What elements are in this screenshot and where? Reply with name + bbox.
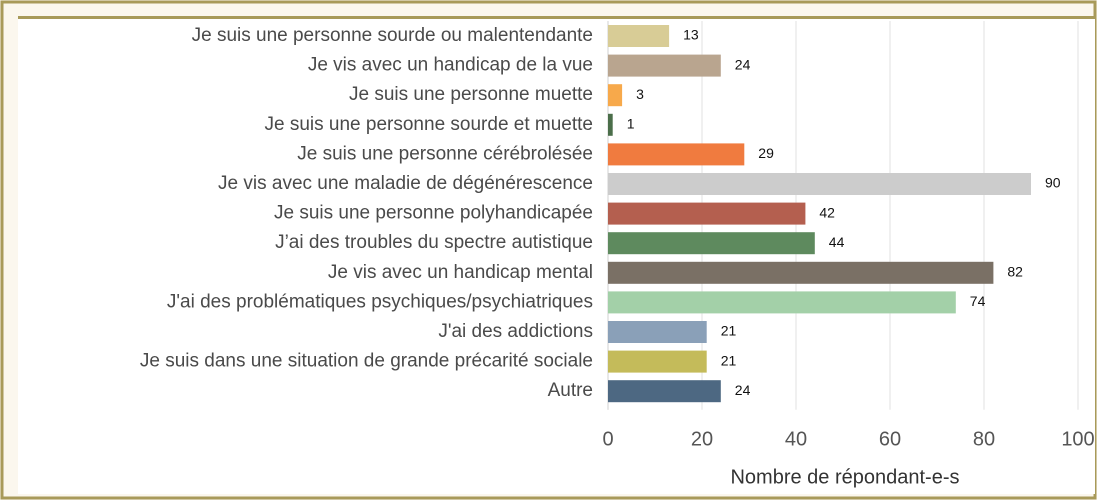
x-tick-label: 80	[973, 428, 995, 450]
bar	[608, 232, 815, 255]
x-axis-title: Nombre de répondant-e-s	[730, 466, 959, 488]
bar	[608, 84, 623, 107]
bar	[608, 380, 721, 403]
y-tick-label: Je vis avec une maladie de dégénérescenc…	[218, 173, 593, 194]
y-tick-label: Je vis avec un handicap mental	[328, 262, 593, 283]
y-tick-label: J'ai des problématiques psychiques/psych…	[167, 291, 593, 312]
frame-top	[18, 16, 1095, 19]
data-label: 42	[819, 204, 835, 220]
y-tick-label: Autre	[548, 380, 593, 401]
bar	[608, 173, 1031, 195]
data-label: 1	[627, 116, 635, 132]
x-tick-label: 20	[691, 428, 713, 450]
y-tick-label: Je suis une personne sourde ou malentend…	[192, 25, 593, 46]
bar	[608, 113, 613, 136]
bar	[608, 54, 721, 77]
data-label: 24	[735, 56, 751, 72]
data-label: 90	[1045, 175, 1061, 191]
bar	[608, 202, 806, 225]
x-tick-label: 0	[602, 428, 613, 450]
y-tick-label: Je suis dans une situation de grande pré…	[140, 351, 593, 372]
y-tick-label: J’ai des troubles du spectre autistique	[275, 232, 593, 253]
data-label: 21	[721, 352, 737, 368]
y-tick-label: Je suis une personne cérébrolésée	[297, 143, 593, 164]
data-label: 74	[970, 293, 986, 309]
y-tick-label: Je suis une personne muette	[349, 84, 593, 105]
y-tick-label: Je vis avec un handicap de la vue	[308, 55, 593, 76]
plot-background	[18, 16, 1095, 494]
y-tick-label: J'ai des addictions	[438, 321, 593, 342]
data-label: 3	[636, 86, 644, 102]
bar	[608, 291, 956, 314]
bar	[608, 261, 994, 284]
y-tick-label: Je suis une personne polyhandicapée	[274, 203, 593, 224]
y-tick-label: Je suis une personne sourde et muette	[265, 114, 593, 135]
data-label: 44	[829, 234, 845, 250]
x-tick-label: 60	[879, 428, 901, 450]
x-tick-label: 40	[785, 428, 807, 450]
data-label: 24	[735, 382, 751, 398]
bar	[608, 143, 745, 166]
data-label: 82	[1007, 264, 1023, 280]
data-label: 13	[683, 27, 699, 43]
data-label: 21	[721, 323, 737, 339]
bar	[608, 25, 670, 47]
data-label: 29	[758, 145, 774, 161]
bar	[608, 350, 707, 373]
x-tick-label: 100	[1061, 428, 1094, 450]
bar	[608, 321, 707, 343]
